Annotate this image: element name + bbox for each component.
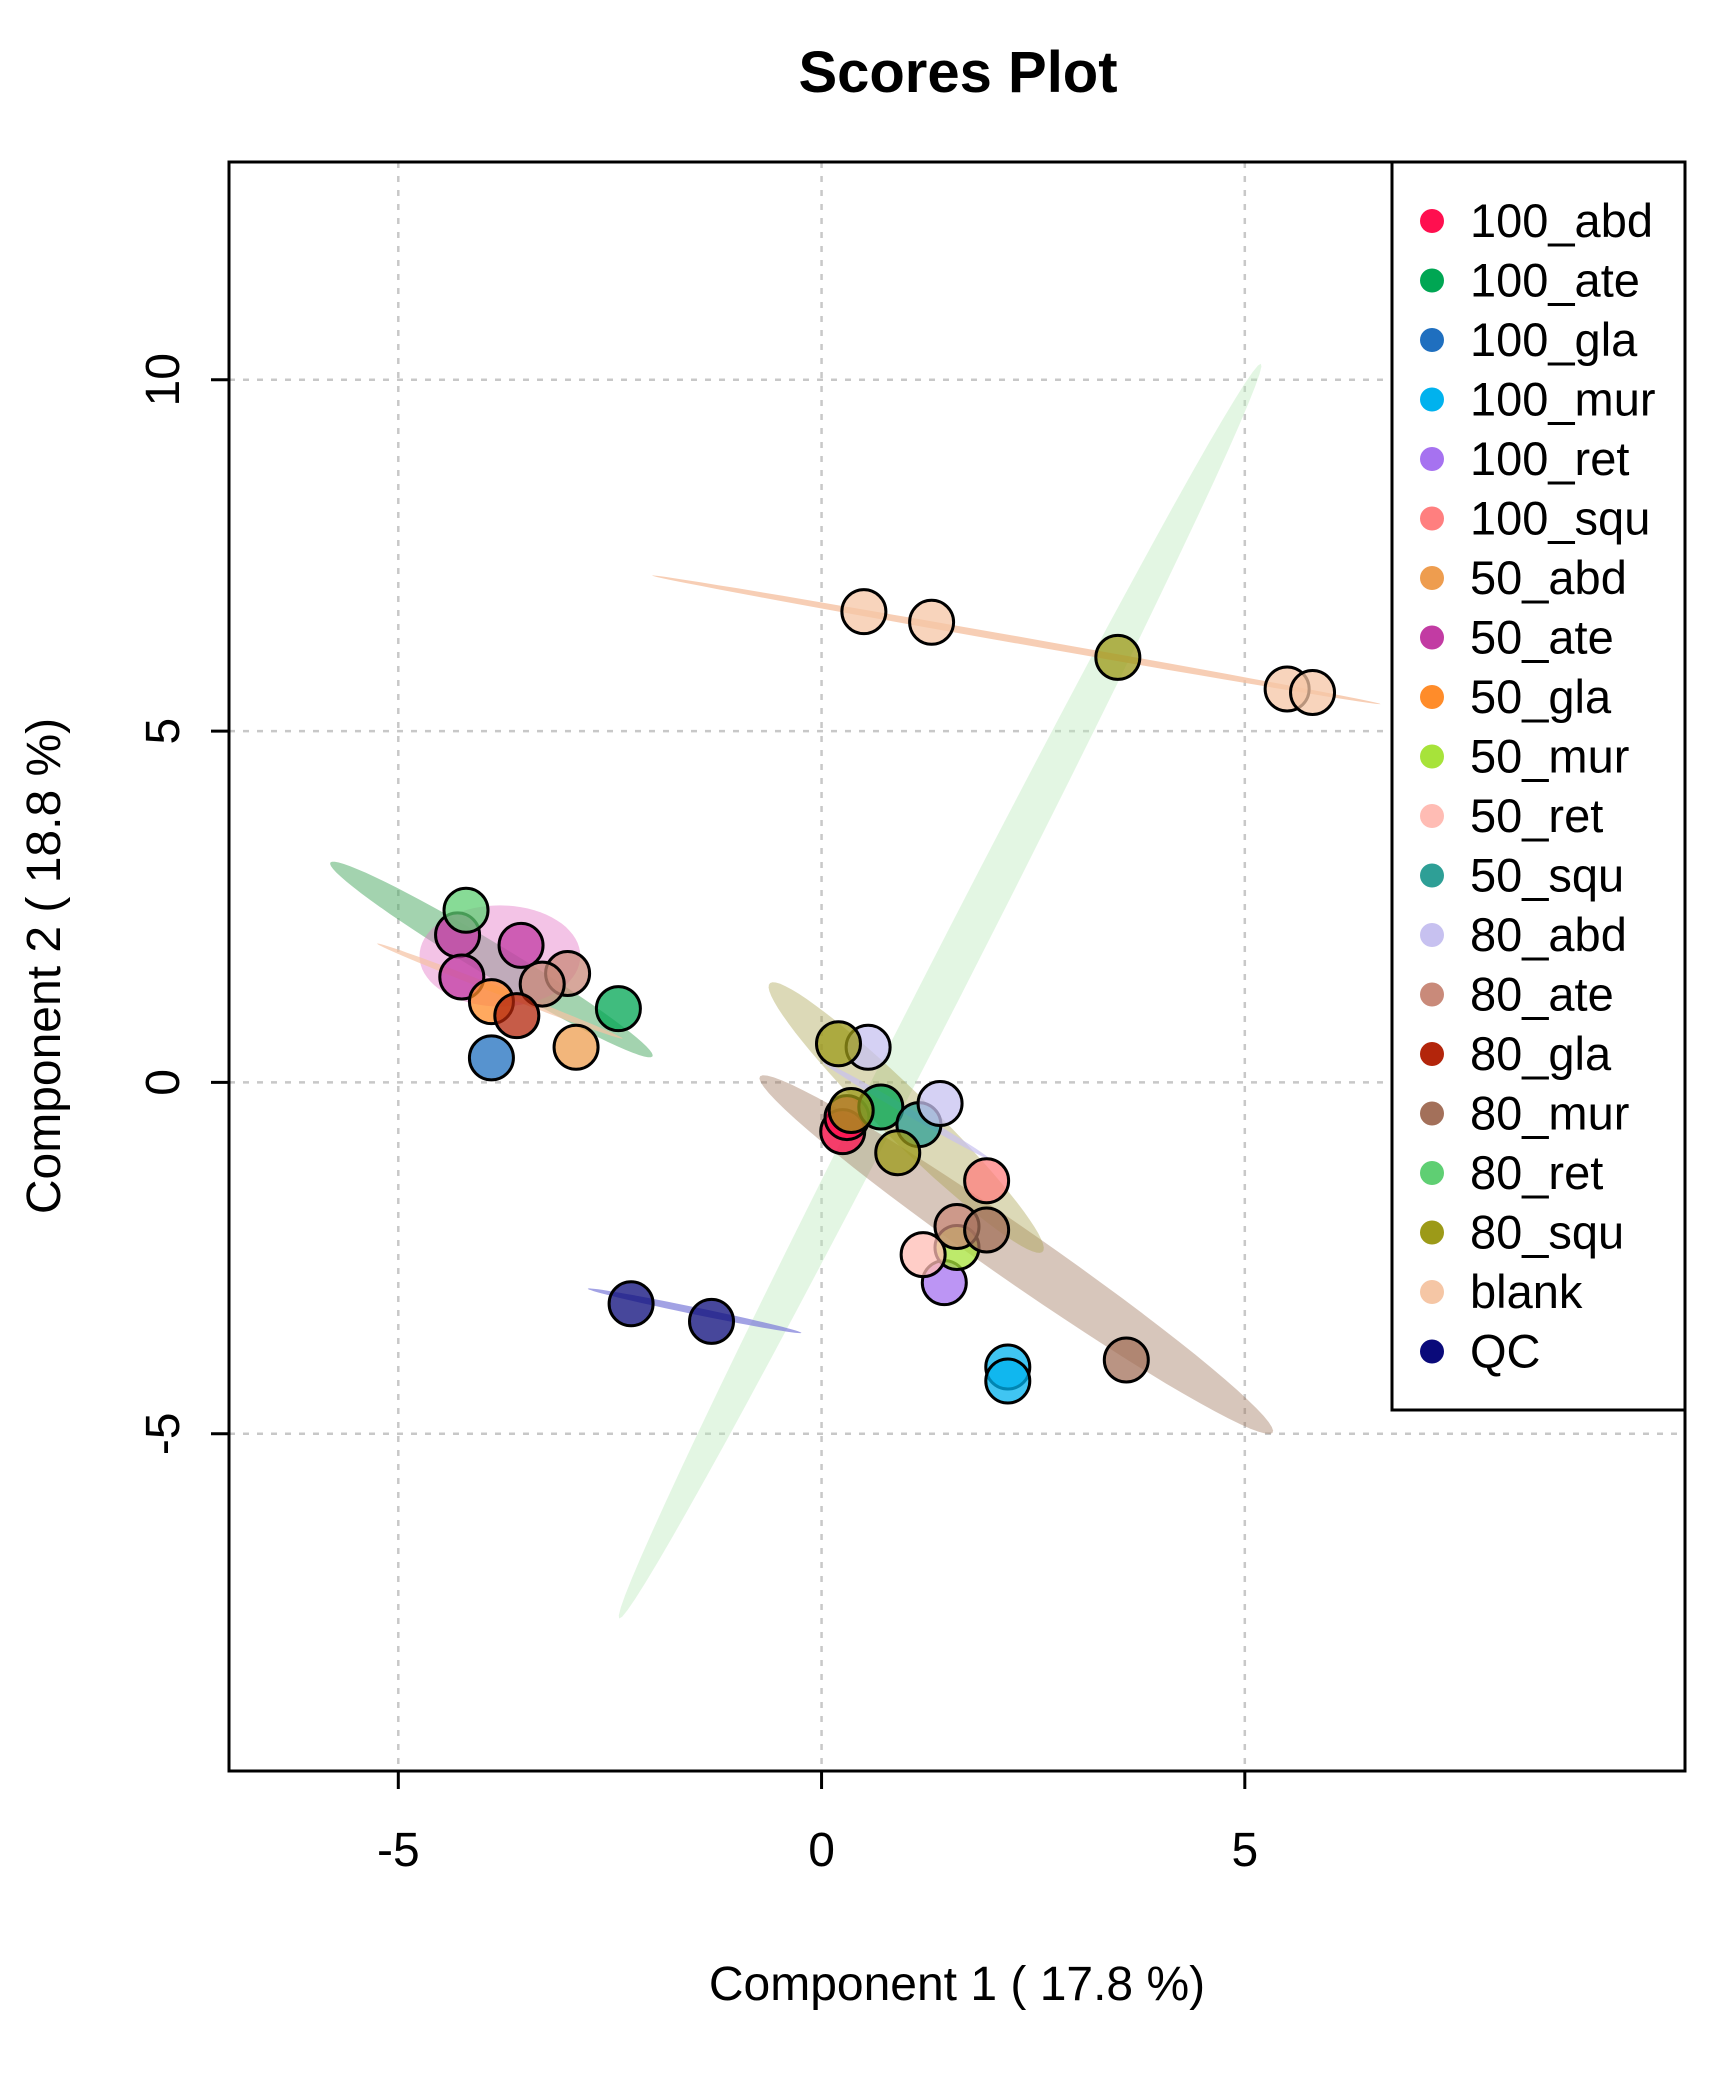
legend-label-100_mur: 100_mur (1470, 373, 1656, 426)
point-80_ret-0 (442, 886, 490, 934)
legend-label-50_gla: 50_gla (1470, 670, 1612, 723)
x-tick-label-2: 5 (1231, 1824, 1258, 1877)
legend-swatch-50_gla (1420, 685, 1444, 709)
chart-title: Scores Plot (798, 40, 1117, 105)
legend-label-100_ret: 100_ret (1470, 432, 1629, 485)
legend-swatch-100_abd (1420, 209, 1444, 233)
legend-label-50_squ: 50_squ (1470, 849, 1624, 902)
legend: 100_abd 100_ate 100_gla 100_mur 100_ret 100_s… (1390, 160, 1687, 1412)
legend-swatch-50_mur (1420, 744, 1444, 769)
score-points (434, 588, 1337, 1405)
point-80_ate-2 (518, 960, 566, 1008)
point-100_squ-0 (963, 1157, 1011, 1205)
legend-box (1390, 160, 1687, 1412)
legend-label-50_mur: 50_mur (1470, 730, 1629, 783)
legend-label-100_gla: 100_gla (1470, 313, 1638, 366)
ellipse-80_ret (618, 363, 1262, 1619)
legend-label-50_abd: 50_abd (1470, 551, 1627, 604)
point-80_squ-3 (1094, 633, 1142, 681)
point-100_mur-1 (984, 1357, 1032, 1405)
x-axis-label: Component 1 ( 17.8 %) (709, 1958, 1205, 2011)
legend-swatch-100_mur (1420, 387, 1444, 412)
point-50_ate-2 (497, 921, 545, 969)
legend-label-100_abd: 100_abd (1470, 194, 1653, 247)
x-axis-ticks: -5 0 5 (377, 1771, 1258, 1877)
point-80_abd-1 (916, 1080, 964, 1128)
legend-swatch-QC (1420, 1339, 1444, 1364)
point-50_abd-0 (552, 1023, 600, 1071)
point-100_ate-1 (594, 985, 642, 1033)
point-50_ret-0 (899, 1231, 947, 1279)
ellipse-blank (651, 575, 1381, 705)
point-QC-0 (607, 1280, 655, 1328)
point-80_squ-2 (874, 1129, 922, 1177)
y-axis-label: Component 2 ( 18.8 %) (18, 718, 71, 1214)
point-blank-1 (908, 598, 956, 646)
legend-swatch-80_squ (1420, 1220, 1444, 1245)
legend-swatch-50_squ (1420, 863, 1444, 888)
legend-label-80_ate: 80_ate (1470, 968, 1614, 1021)
y-axis-ticks: -5 0 5 10 (137, 353, 229, 1455)
legend-swatch-80_mur (1420, 1101, 1444, 1126)
legend-label-80_gla: 80_gla (1470, 1027, 1612, 1080)
point-blank-0 (840, 588, 888, 636)
y-tick-label-0: -5 (137, 1412, 190, 1455)
point-80_squ-1 (827, 1087, 875, 1135)
legend-swatch-80_ret (1420, 1161, 1444, 1185)
legend-swatch-80_ate (1420, 982, 1444, 1007)
legend-label-80_ret: 80_ret (1470, 1146, 1603, 1199)
legend-label-80_mur: 80_mur (1470, 1087, 1629, 1140)
legend-swatch-50_ate (1420, 625, 1444, 650)
ellipse-100_ate (330, 861, 653, 1058)
legend-swatch-100_ret (1420, 447, 1444, 471)
point-blank-3 (1289, 668, 1337, 716)
legend-swatch-blank (1420, 1280, 1444, 1304)
legend-swatch-100_ate (1420, 268, 1444, 293)
point-80_mur-0 (963, 1206, 1011, 1254)
legend-label-80_abd: 80_abd (1470, 908, 1627, 961)
legend-label-blank: blank (1470, 1265, 1583, 1318)
x-tick-label-1: 0 (808, 1824, 835, 1877)
legend-swatch-100_squ (1420, 506, 1444, 531)
grid (229, 162, 1685, 1771)
y-tick-label-1: 0 (137, 1069, 190, 1096)
legend-swatch-50_abd (1420, 566, 1444, 590)
point-100_gla-0 (467, 1034, 515, 1082)
x-tick-label-0: -5 (377, 1824, 420, 1877)
legend-label-80_squ: 80_squ (1470, 1206, 1624, 1259)
legend-label-QC: QC (1470, 1325, 1541, 1378)
legend-label-50_ate: 50_ate (1470, 611, 1614, 664)
legend-label-100_squ: 100_squ (1470, 492, 1650, 545)
legend-label-100_ate: 100_ate (1470, 254, 1640, 307)
y-tick-label-2: 5 (137, 718, 190, 745)
point-80_squ-0 (814, 1020, 862, 1068)
point-80_gla-0 (493, 992, 541, 1040)
legend-swatch-100_gla (1420, 328, 1444, 352)
y-tick-label-3: 10 (137, 353, 190, 406)
legend-swatch-80_gla (1420, 1042, 1444, 1066)
point-QC-1 (688, 1297, 736, 1345)
legend-swatch-50_ret (1420, 804, 1444, 828)
legend-label-50_ret: 50_ret (1470, 789, 1603, 842)
point-80_mur-1 (1102, 1336, 1150, 1384)
legend-swatch-80_abd (1420, 923, 1444, 947)
